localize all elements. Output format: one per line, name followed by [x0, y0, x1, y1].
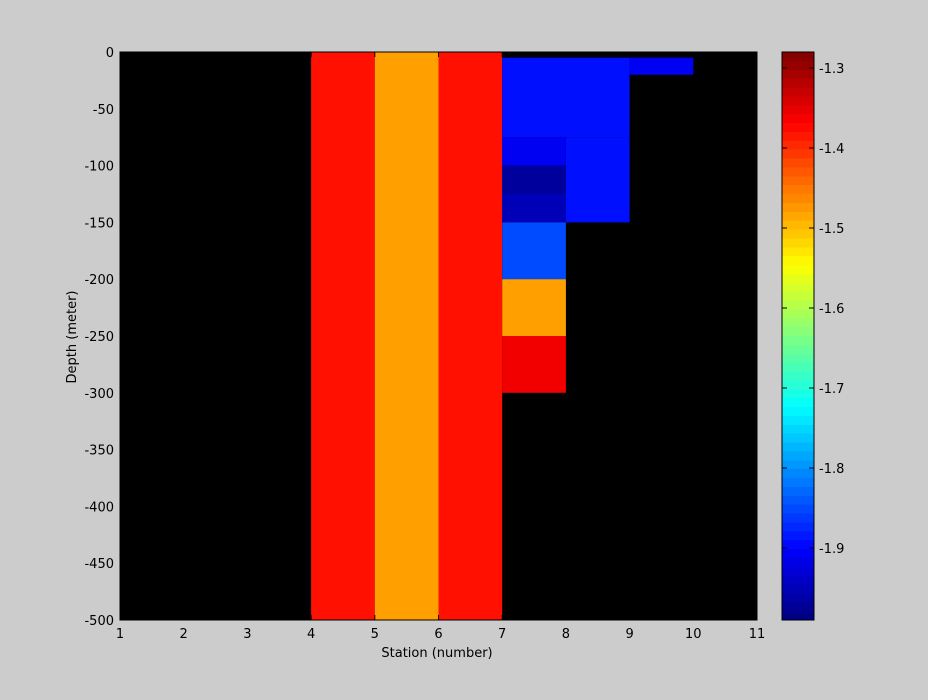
y-tick-label: -200	[84, 273, 114, 288]
colorbar-tick-label: -1.4	[819, 142, 844, 157]
colorbar-tick-label: -1.9	[819, 542, 844, 557]
y-tick-label: -250	[84, 330, 114, 345]
x-tick-label: 9	[625, 627, 633, 642]
x-tick-label: 3	[243, 627, 251, 642]
y-axis-label: Depth (meter)	[65, 291, 80, 384]
x-tick-label: 7	[498, 627, 506, 642]
heatmap-cell	[502, 336, 566, 393]
x-tick-label: 11	[749, 627, 766, 642]
y-tick-label: 0	[106, 46, 114, 61]
colorbar-ticks: -1.3 -1.4 -1.5 -1.6 -1.7 -1.8 -1.9	[782, 62, 844, 557]
heatmap-cell	[502, 222, 566, 280]
heatmap-cell	[502, 57, 630, 138]
heatmap-cell	[629, 57, 694, 75]
y-tick-label: -150	[84, 216, 114, 231]
x-tick-label: 10	[685, 627, 702, 642]
heatmap-cell	[374, 52, 439, 620]
y-tick-label: -50	[93, 103, 114, 118]
x-tick-label: 2	[180, 627, 188, 642]
colorbar-tick-label: -1.8	[819, 462, 844, 477]
heatmap-cell	[565, 137, 630, 223]
x-tick-label: 6	[434, 627, 442, 642]
colorbar-tick-label: -1.7	[819, 382, 844, 397]
y-axis-ticks: 0 -50 -100 -150 -200 -250 -300 -350 -400 -450 -500	[84, 46, 757, 629]
heatmap-cell	[502, 194, 566, 223]
y-tick-label: -500	[84, 614, 114, 629]
x-axis-ticks: 1 2 3 4 5 6 7 8 9 10 11	[116, 52, 765, 642]
heatmap-cells	[311, 52, 694, 620]
colorbar-tick-label: -1.5	[819, 222, 844, 237]
x-tick-label: 8	[562, 627, 570, 642]
heatmap-cell	[502, 165, 566, 194]
heatmap-cell	[502, 279, 566, 336]
y-tick-label: -300	[84, 387, 114, 402]
x-axis-label: Station (number)	[381, 646, 492, 661]
heatmap-cell	[502, 137, 566, 166]
x-tick-label: 4	[307, 627, 315, 642]
colorbar	[781, 51, 815, 621]
heatmap-cell	[438, 52, 503, 620]
x-tick-label: 1	[116, 627, 124, 642]
x-tick-label: 5	[371, 627, 379, 642]
colorbar-tick-label: -1.6	[819, 302, 844, 317]
y-tick-label: -350	[84, 444, 114, 459]
colorbar-tick-label: -1.3	[819, 62, 844, 77]
y-tick-label: -400	[84, 500, 114, 515]
heatmap-cell	[311, 52, 375, 620]
y-tick-label: -100	[84, 160, 114, 175]
y-tick-label: -450	[84, 557, 114, 572]
